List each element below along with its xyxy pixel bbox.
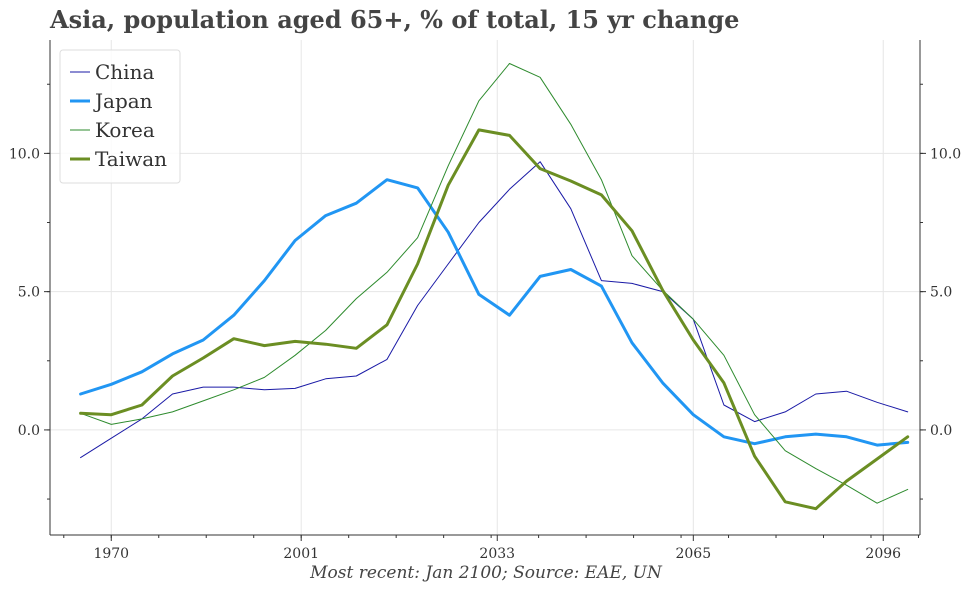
legend-label-korea: Korea bbox=[95, 118, 155, 142]
series-line-japan bbox=[79, 178, 910, 447]
y-tick-label-right-2: 10.0 bbox=[930, 146, 961, 162]
series-line-taiwan bbox=[79, 128, 910, 511]
y-tick-label-left-1: 5.0 bbox=[18, 285, 40, 301]
x-tick-label-2: 2033 bbox=[479, 546, 515, 562]
x-tick-label-4: 2096 bbox=[865, 546, 901, 562]
legend-label-taiwan: Taiwan bbox=[95, 147, 167, 171]
x-tick-label-0: 1970 bbox=[93, 546, 129, 562]
y-tick-label-right-1: 5.0 bbox=[930, 285, 952, 301]
y-tick-label-left-2: 10.0 bbox=[9, 146, 40, 162]
chart-caption: Most recent: Jan 2100; Source: EAE, UN bbox=[310, 563, 662, 583]
legend: China Japan Korea Taiwan bbox=[59, 49, 181, 184]
series-line-china bbox=[80, 161, 909, 459]
legend-box bbox=[59, 49, 181, 184]
y-tick-label-left-0: 0.0 bbox=[18, 423, 40, 439]
x-tick-label-1: 2001 bbox=[283, 546, 319, 562]
chart-title: Asia, population aged 65+, % of total, 1… bbox=[50, 5, 740, 34]
legend-label-japan: Japan bbox=[93, 89, 153, 113]
series-line-korea bbox=[80, 63, 909, 504]
x-tick-label-3: 2065 bbox=[675, 546, 711, 562]
legend-label-china: China bbox=[95, 60, 154, 84]
y-tick-label-right-0: 0.0 bbox=[930, 423, 952, 439]
